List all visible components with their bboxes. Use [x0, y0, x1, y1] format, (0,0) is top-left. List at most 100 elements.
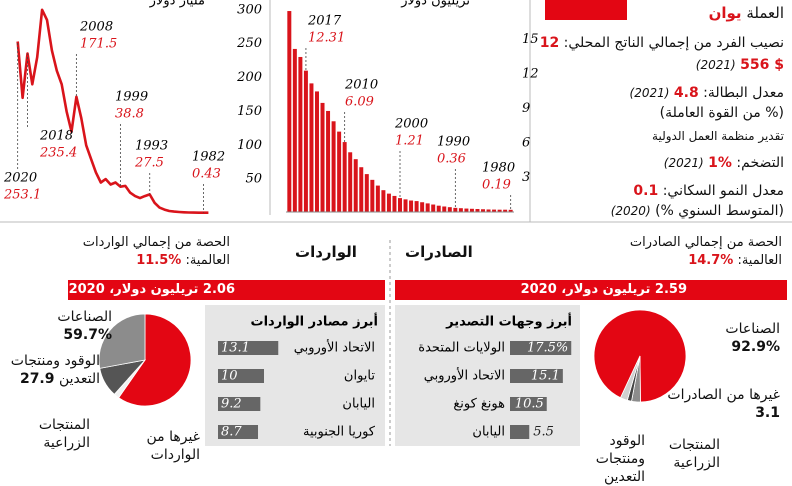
- pie-slice: [98, 313, 146, 369]
- slice-name: الصناعات: [57, 309, 112, 325]
- bar: [314, 91, 319, 212]
- annotation-year: 1999: [115, 90, 148, 105]
- bar: [481, 209, 486, 212]
- exports-share: الحصة من إجمالي الصادرات العالمية: 14.7%: [600, 234, 782, 270]
- axis-title: تريليون دولار: [400, 0, 470, 9]
- bar: [303, 70, 308, 212]
- bar: [508, 209, 513, 212]
- imports-share: الحصة من إجمالي الواردات العالمية: 11.5%: [60, 234, 230, 270]
- bar: [292, 48, 297, 212]
- value: 14.7%: [688, 253, 734, 268]
- y-tick-label: 50: [245, 172, 262, 187]
- value: 4.8: [673, 85, 699, 101]
- slice-name: غيرها من الصادرات: [667, 387, 780, 403]
- label: التضخم:: [736, 155, 784, 171]
- unemployment-row: معدل البطالة: 4.8 (2021): [630, 84, 784, 102]
- category-label: تايوان: [344, 369, 375, 384]
- year: (2021): [695, 58, 736, 72]
- bar: [486, 209, 491, 212]
- bar: [392, 195, 397, 212]
- y-tick-label: 200: [236, 70, 262, 85]
- bar: [353, 159, 358, 212]
- total: 2.06 تريليون دولار، 2020: [68, 282, 235, 297]
- value-label: 15.1: [531, 369, 560, 384]
- slice-name: المنتجات الزراعية: [668, 437, 720, 471]
- annotation-year: 2000: [394, 117, 428, 132]
- annotation-year: 1982: [192, 150, 225, 165]
- value: 1%: [708, 155, 732, 171]
- value: 0.1: [633, 183, 659, 199]
- bar: [386, 193, 391, 212]
- annotation-value: 12.31: [308, 31, 345, 46]
- bar: [492, 209, 497, 212]
- gdp-row: نصيب الفرد من إجمالي الناتج المحلي: 12 5…: [534, 32, 784, 76]
- bar: [409, 200, 414, 212]
- label: الحصة من إجمالي الواردات العالمية:: [82, 235, 230, 268]
- bar: [218, 425, 259, 439]
- y-tick-label: 12: [522, 67, 539, 82]
- bar: [510, 397, 547, 411]
- value-label: 5.5: [533, 425, 554, 440]
- exports-heading: الصادرات: [405, 243, 473, 261]
- bar: [447, 207, 452, 212]
- panel-title: أبرز وجهات التصدير: [445, 313, 572, 330]
- category-label: اليابان: [472, 425, 505, 440]
- slice-label: الصناعات 59.7%: [0, 308, 112, 344]
- bar: [497, 209, 502, 212]
- pie-slice: [620, 355, 641, 401]
- currency-row: العملة يوان: [709, 4, 784, 22]
- bar: [370, 179, 375, 212]
- annotation-value: 6.09: [345, 95, 374, 110]
- bar: [348, 152, 353, 212]
- slice-value: 27.9: [19, 371, 55, 387]
- label: معدل البطالة:: [703, 85, 784, 101]
- slice-label: غيرها من الصادرات 3.1: [660, 386, 780, 422]
- slice-name: الوقود ومنتجات التعدين: [595, 433, 645, 485]
- slice-name: الوقود ومنتجات التعدين: [10, 353, 100, 387]
- bar: [298, 56, 303, 212]
- slice-name: الصناعات: [725, 321, 780, 337]
- label: الحصة من إجمالي الصادرات العالمية:: [629, 235, 782, 268]
- bar: [475, 209, 480, 212]
- total: 2.59 تريليون دولار، 2020: [520, 282, 687, 297]
- pie-slice: [118, 313, 192, 407]
- annotation-year: 2008: [79, 20, 113, 35]
- annotation-value: 1.21: [395, 134, 424, 149]
- bar: [287, 11, 292, 212]
- header-box: [545, 0, 627, 20]
- annotation-value: 0.43: [192, 167, 221, 182]
- bar: [431, 204, 436, 212]
- bar: [331, 121, 336, 212]
- value-label: 8.7: [221, 425, 242, 440]
- bar: [320, 102, 325, 212]
- bar: [510, 425, 530, 439]
- bar: [375, 185, 380, 212]
- y-tick-label: 15: [522, 32, 539, 47]
- y-tick-label: 9: [522, 101, 530, 116]
- value-label: 10.5: [515, 397, 544, 412]
- slice-label: المنتجات الزراعية: [640, 436, 720, 472]
- imports-heading: الواردات: [295, 243, 357, 261]
- bar: [218, 341, 279, 355]
- unemployment-note: (% من القوة العاملة): [659, 105, 784, 121]
- bar: [442, 206, 447, 212]
- bar: [469, 208, 474, 212]
- inflation-row: التضخم: 1% (2021): [664, 154, 784, 172]
- label: العملة: [746, 4, 784, 22]
- annotation-value: 235.4: [39, 146, 77, 161]
- axis-title: مليار دولار: [149, 0, 205, 9]
- bar: [414, 201, 419, 212]
- category-label: الولايات المتحدة: [418, 341, 505, 356]
- slice-label: الوقود ومنتجات التعدين 27.9: [0, 352, 100, 388]
- exports-total: 2.59 تريليون دولار، 2020: [395, 280, 787, 300]
- slice-label: غيرها من الواردات: [130, 428, 200, 464]
- category-label: الاتحاد الأوروبي: [294, 339, 375, 356]
- annotation-value: 0.19: [482, 178, 511, 193]
- y-tick-label: 300: [237, 2, 262, 17]
- annotation-year: 2018: [39, 129, 73, 144]
- bar: [436, 205, 441, 212]
- annotation-year: 2020: [3, 171, 37, 186]
- population-note: (المتوسط السنوي %) (2020): [611, 202, 784, 220]
- value-label: 17.5%: [527, 341, 568, 356]
- imports-total: 2.06 تريليون دولار، 2020: [68, 280, 385, 300]
